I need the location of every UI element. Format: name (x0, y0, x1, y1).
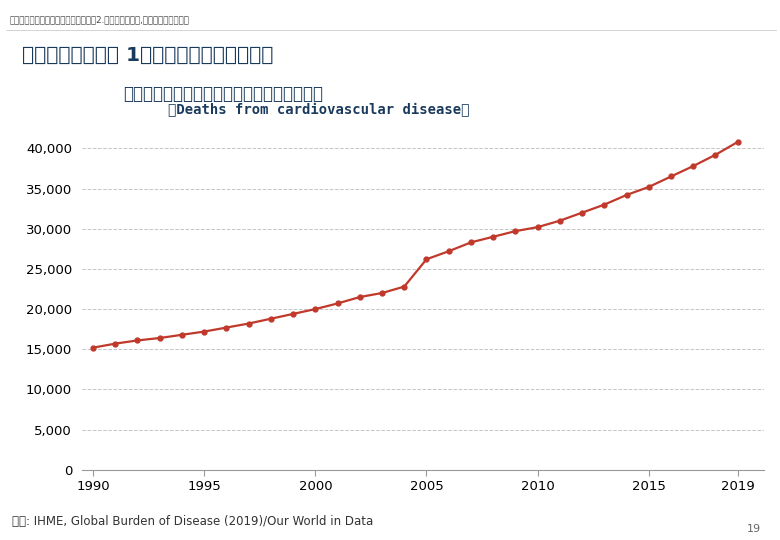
Text: 調査タイトル: 調査タイトル (32, 94, 85, 110)
Text: 19: 19 (746, 523, 760, 534)
Text: 【実証調査活動】 1．事業に関する仮説設定: 【実証調査活動】 1．事業に関する仮説設定 (22, 46, 273, 65)
Text: ケニア／循環器病／カテーテル治療／2.医療・公衆衛生,疾病構造・死亡要因: ケニア／循環器病／カテーテル治療／2.医療・公衆衛生,疾病構造・死亡要因 (9, 15, 190, 24)
Text: 出所: IHME, Global Burden of Disease (2019)/Our World in Data: 出所: IHME, Global Burden of Disease (2019… (12, 515, 373, 528)
Text: （Deaths from cardiovascular disease）: （Deaths from cardiovascular disease） (168, 103, 470, 117)
Text: ケニアにおける心血管疾患による年間死亡数: ケニアにおける心血管疾患による年間死亡数 (123, 85, 323, 103)
